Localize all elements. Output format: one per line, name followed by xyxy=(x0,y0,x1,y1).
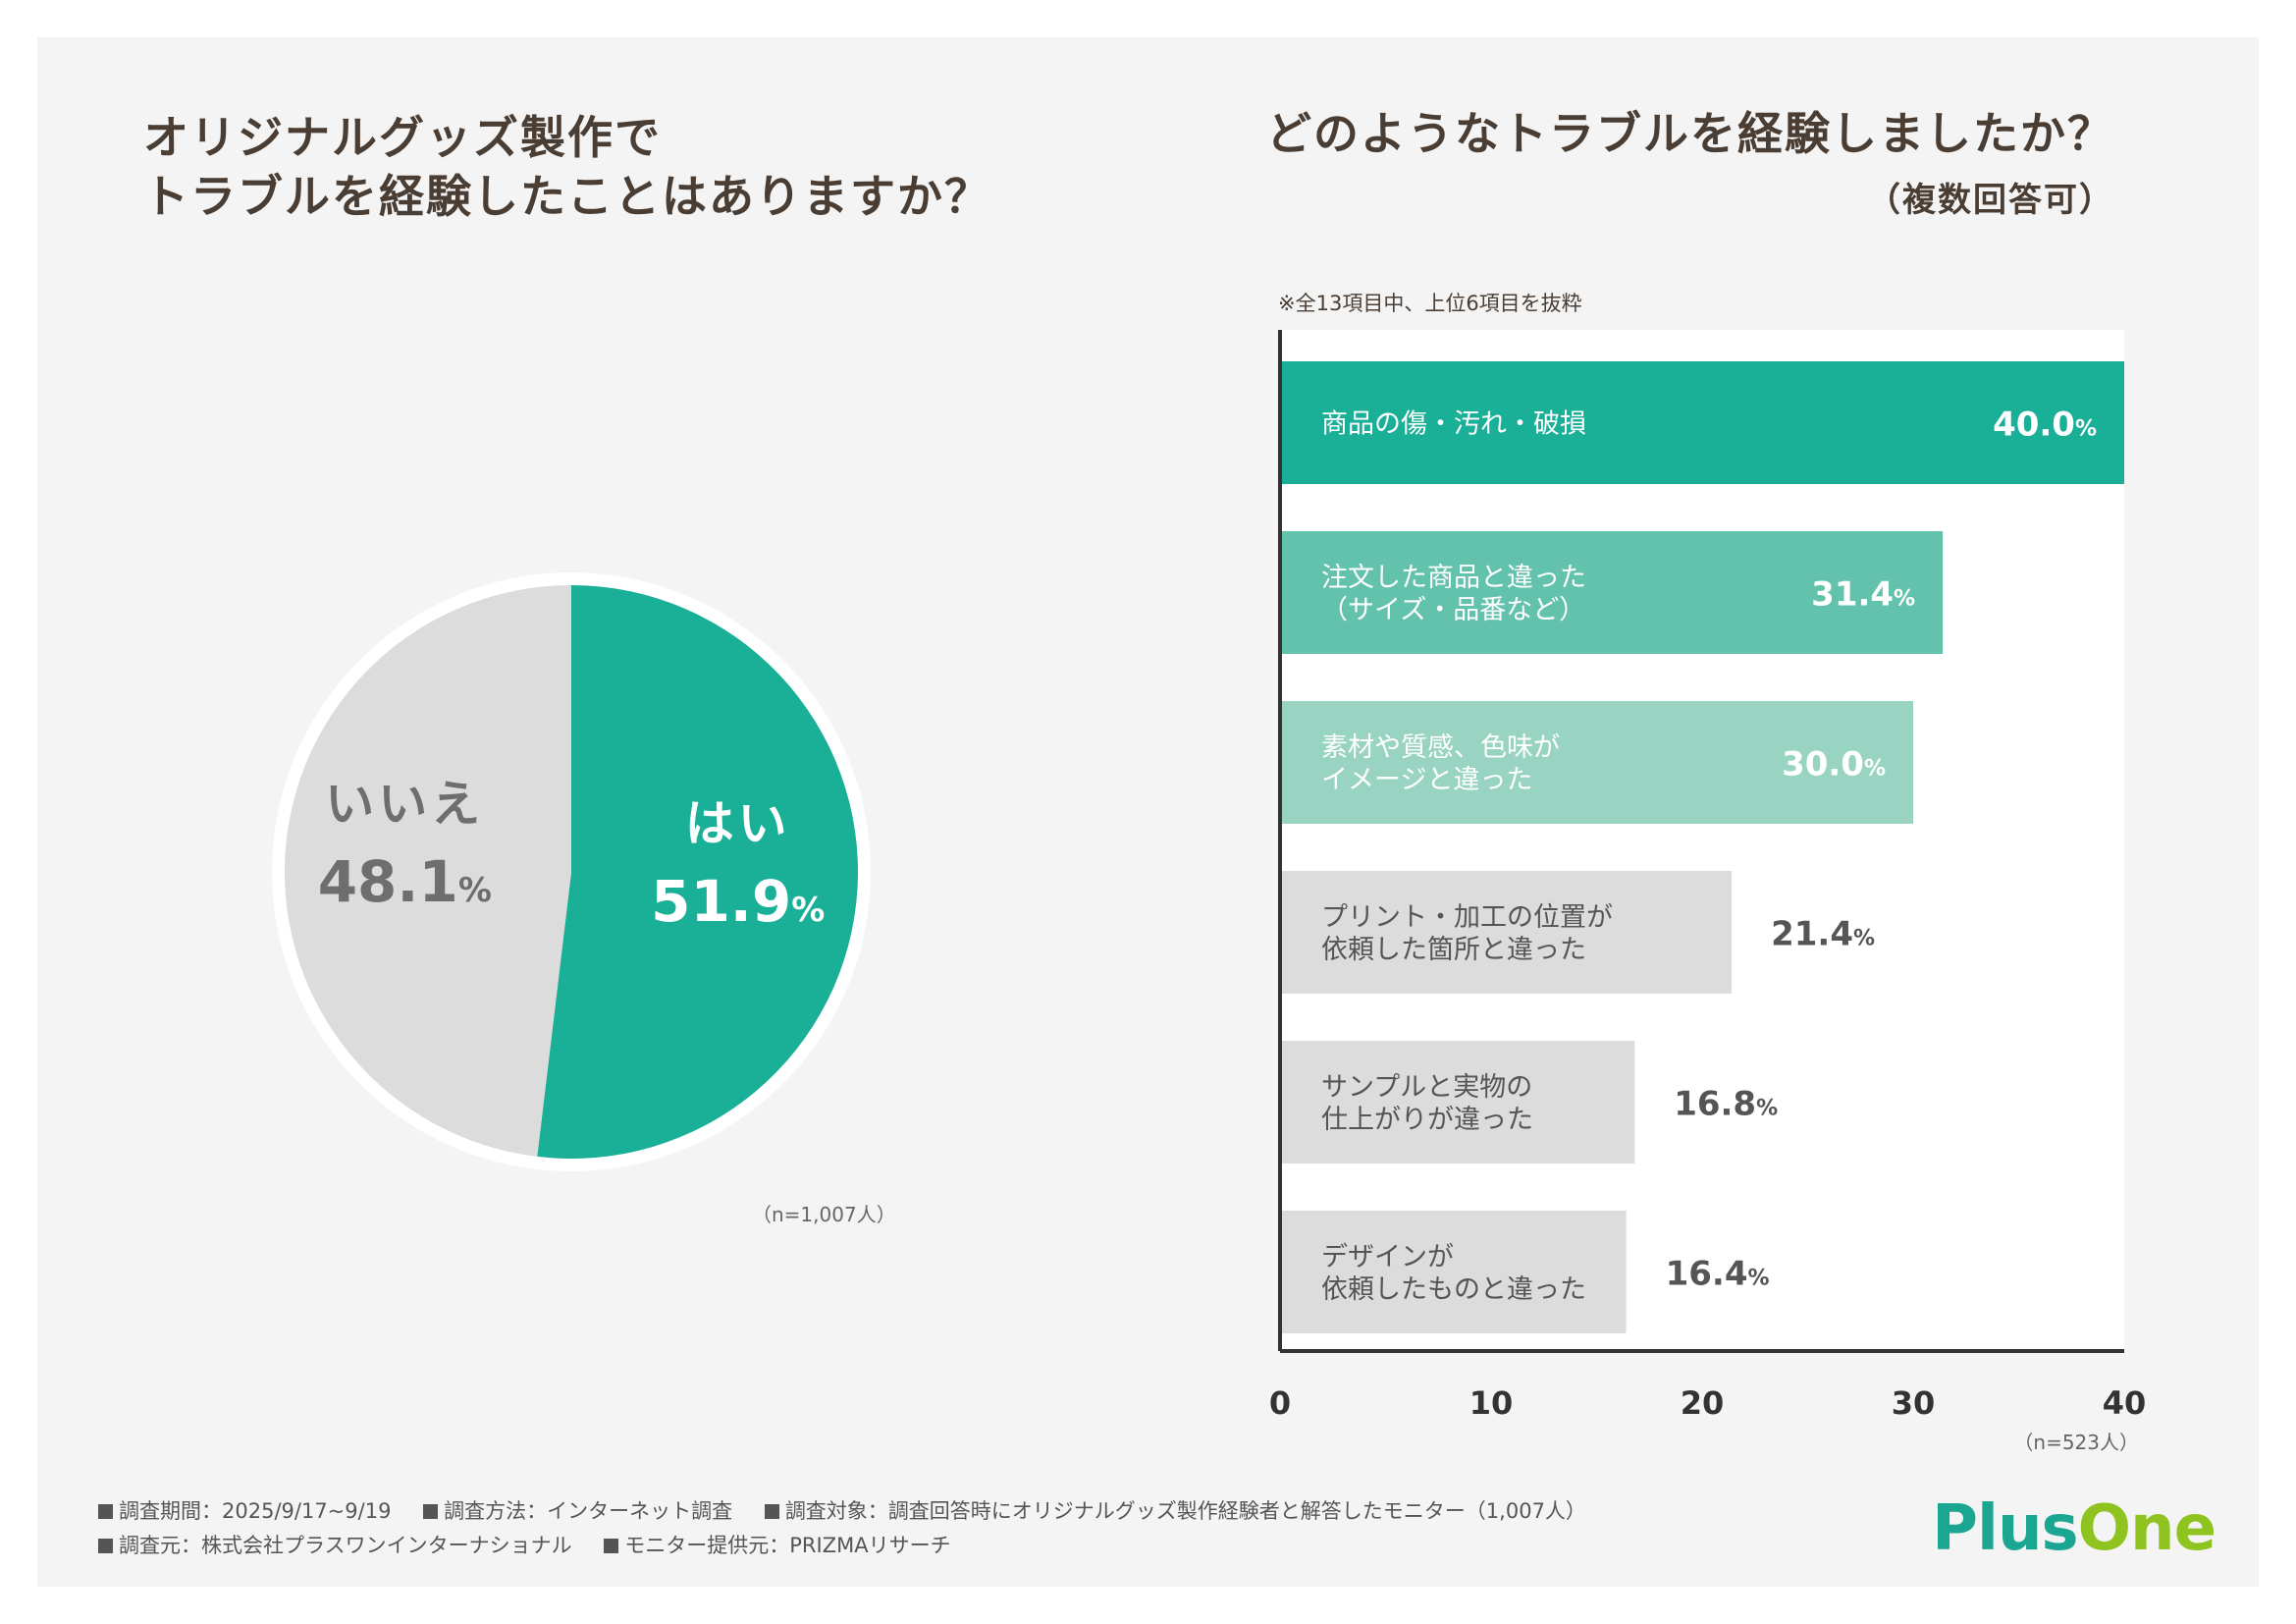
bar xyxy=(1280,701,1913,824)
pie-chart: はい 51.9% いいえ 48.1% xyxy=(272,572,871,1171)
footer-item: 調査対象：調査回答時にオリジナルグッズ製作経験者と解答したモニター（1,007人… xyxy=(764,1499,1586,1523)
bar xyxy=(1280,1211,1627,1333)
x-tick-label: 30 xyxy=(1892,1384,1936,1422)
footer-line-2: 調査元：株式会社プラスワンインターナショナル モニター提供元：PRIZMAリサー… xyxy=(98,1529,1612,1563)
bar-category-label: 商品の傷・汚れ・破損 xyxy=(1321,409,1586,440)
plusone-logo: PlusOne xyxy=(1932,1492,2216,1565)
bar-sample-size: （n=523人） xyxy=(2013,1431,2139,1454)
pie-slice-value: 48.1% xyxy=(318,848,492,915)
footer-item: 調査元：株式会社プラスワンインターナショナル xyxy=(98,1534,572,1557)
bar-note: ※全13項目中、上位6項目を抜粋 xyxy=(1278,292,1582,315)
survey-footer: 調査期間：2025/9/17~9/19 調査方法：インターネット調査 調査対象：… xyxy=(98,1494,1612,1563)
pie-slice xyxy=(285,585,571,1157)
pie-sample-size: （n=1,007人） xyxy=(752,1203,896,1226)
pie-slice xyxy=(537,585,858,1159)
bar-category-label: 素材や質感、色味が xyxy=(1321,732,1560,763)
bar-category-label: サンプルと実物の xyxy=(1321,1072,1532,1103)
bar-value-label: 40.0% xyxy=(1993,406,2097,445)
square-bullet-icon xyxy=(423,1504,439,1519)
bar-value-label: 21.4% xyxy=(1771,915,1875,954)
x-tick-label: 10 xyxy=(1469,1384,1514,1422)
footer-item: モニター提供元：PRIZMAリサーチ xyxy=(604,1534,951,1557)
bar-plot-area xyxy=(1280,330,2124,1351)
square-bullet-icon xyxy=(604,1539,619,1553)
x-tick-label: 20 xyxy=(1681,1384,1725,1422)
bar-value-label: 30.0% xyxy=(1782,745,1886,785)
bar-category-label: （サイズ・品番など） xyxy=(1321,595,1585,625)
square-bullet-icon xyxy=(98,1539,113,1553)
bar-value-label: 16.8% xyxy=(1674,1085,1778,1124)
bar-value-label: 31.4% xyxy=(1811,575,1915,615)
bar-category-label: 依頼したものと違った xyxy=(1321,1274,1586,1305)
pie-title: オリジナルグッズ製作で トラブルを経験したことはありますか？ xyxy=(143,111,991,223)
square-bullet-icon xyxy=(764,1504,779,1519)
bar-title: どのようなトラブルを経験しましたか？ xyxy=(1266,107,2114,160)
bar xyxy=(1280,871,1733,994)
bar-category-label: プリント・加工の位置が xyxy=(1321,902,1613,933)
bar-category-label: 注文した商品と違った xyxy=(1321,563,1586,593)
bar xyxy=(1280,531,1944,654)
bar-category-label: デザインが xyxy=(1321,1242,1454,1272)
bar-category-label: イメージと違った xyxy=(1321,765,1532,795)
bar xyxy=(1280,1041,1635,1164)
footer-item: 調査方法：インターネット調査 xyxy=(423,1499,732,1523)
x-tick-label: 40 xyxy=(2103,1384,2147,1422)
pie-slice-label: いいえ xyxy=(325,776,484,833)
square-bullet-icon xyxy=(98,1504,113,1519)
x-tick-label: 0 xyxy=(1269,1384,1291,1422)
bar-category-label: 依頼した箇所と違った xyxy=(1321,935,1586,965)
bar-chart: 商品の傷・汚れ・破損 40.0% 注文した商品と違った（サイズ・品番など） 31.4%… xyxy=(1269,330,2147,1422)
footer-item: 調査期間：2025/9/17~9/19 xyxy=(98,1499,391,1523)
pie-slice-label: はい xyxy=(685,795,791,852)
pie-slice-value: 51.9% xyxy=(651,868,825,935)
bar xyxy=(1280,361,2124,484)
bar-category-label: 仕上がりが違った xyxy=(1321,1105,1533,1135)
bar-subtitle: （複数回答可） xyxy=(1867,181,2114,220)
footer-line-1: 調査期間：2025/9/17~9/19 調査方法：インターネット調査 調査対象：… xyxy=(98,1494,1612,1529)
bar-value-label: 16.4% xyxy=(1666,1255,1770,1294)
